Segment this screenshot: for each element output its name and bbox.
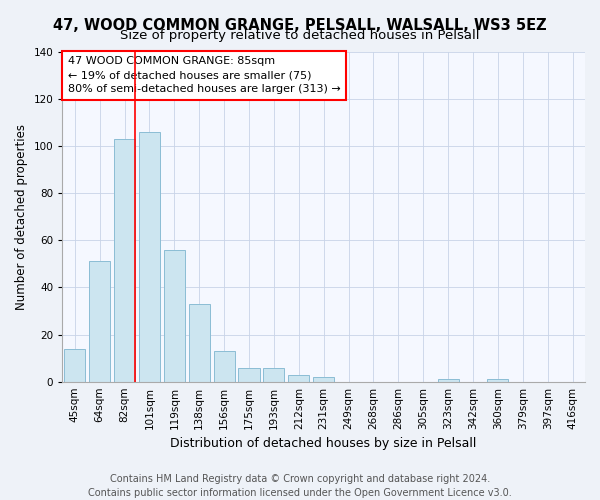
Bar bbox=[288, 374, 310, 382]
Text: Size of property relative to detached houses in Pelsall: Size of property relative to detached ho… bbox=[120, 29, 480, 42]
Bar bbox=[139, 132, 160, 382]
Bar bbox=[437, 380, 458, 382]
Bar bbox=[313, 377, 334, 382]
Bar bbox=[214, 351, 235, 382]
Text: Contains HM Land Registry data © Crown copyright and database right 2024.
Contai: Contains HM Land Registry data © Crown c… bbox=[88, 474, 512, 498]
Bar bbox=[487, 380, 508, 382]
Bar bbox=[114, 139, 135, 382]
Bar bbox=[263, 368, 284, 382]
Bar bbox=[89, 262, 110, 382]
Bar bbox=[164, 250, 185, 382]
Bar bbox=[238, 368, 260, 382]
X-axis label: Distribution of detached houses by size in Pelsall: Distribution of detached houses by size … bbox=[170, 437, 477, 450]
Bar bbox=[64, 348, 85, 382]
Bar bbox=[188, 304, 210, 382]
Text: 47 WOOD COMMON GRANGE: 85sqm
← 19% of detached houses are smaller (75)
80% of se: 47 WOOD COMMON GRANGE: 85sqm ← 19% of de… bbox=[68, 56, 340, 94]
Text: 47, WOOD COMMON GRANGE, PELSALL, WALSALL, WS3 5EZ: 47, WOOD COMMON GRANGE, PELSALL, WALSALL… bbox=[53, 18, 547, 32]
Y-axis label: Number of detached properties: Number of detached properties bbox=[15, 124, 28, 310]
